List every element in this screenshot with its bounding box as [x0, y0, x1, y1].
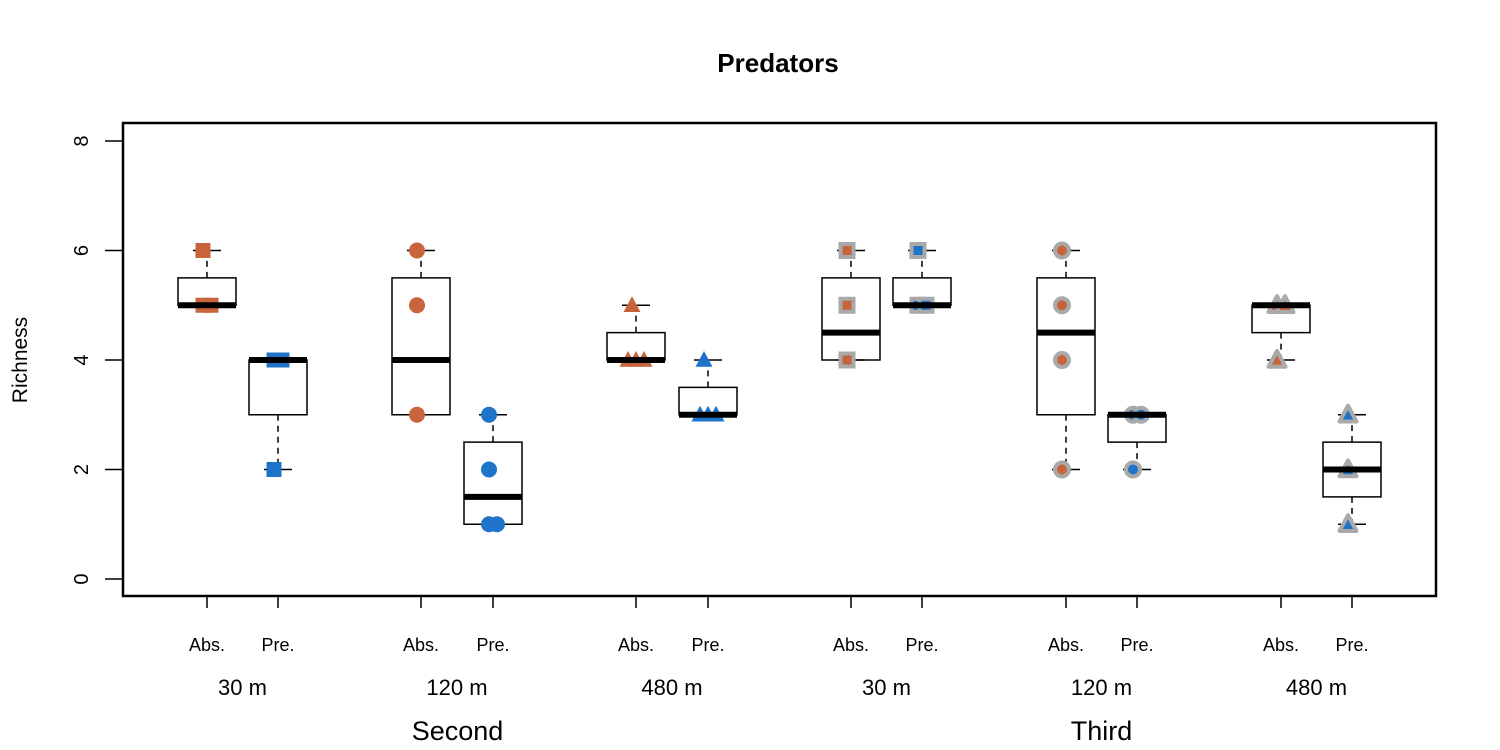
box-third-120m-abs — [1036, 241, 1096, 608]
condition-label: Pre. — [905, 635, 938, 655]
condition-label: Pre. — [691, 635, 724, 655]
data-point-square — [195, 243, 211, 258]
box-third-30m-abs — [821, 242, 881, 608]
y-tick-label: 8 — [71, 135, 93, 146]
y-axis: 0 2 4 6 8 — [71, 135, 124, 585]
data-point-square — [909, 242, 927, 259]
box-iqr — [1036, 277, 1096, 416]
data-point-circle — [1053, 460, 1071, 479]
data-point-circle — [489, 516, 505, 533]
data-point-square — [266, 462, 282, 477]
data-point-triangle — [1266, 349, 1288, 369]
data-point-circle — [481, 406, 497, 423]
condition-label: Abs. — [618, 635, 654, 655]
condition-label: Abs. — [1263, 635, 1299, 655]
distance-label: 480 m — [641, 675, 702, 700]
data-point-circle — [409, 297, 425, 314]
data-point-square — [838, 242, 856, 259]
box-third-480m-pre — [1322, 403, 1382, 608]
box-third-30m-pre — [892, 242, 952, 608]
data-point-triangle — [695, 351, 713, 367]
box-second-120m-pre — [463, 406, 523, 608]
box-third-120m-pre — [1107, 405, 1167, 608]
condition-label: Abs. — [189, 635, 225, 655]
data-point-triangle — [1337, 403, 1359, 424]
x-axis-labels: Abs. Pre. Abs. Pre. Abs. Pre. Abs. Pre. Abs. Pre.… — [189, 635, 1369, 746]
condition-label: Pre. — [476, 635, 509, 655]
box-iqr — [248, 359, 308, 416]
group-label: Second — [412, 716, 504, 746]
y-axis-label: Richness — [9, 317, 32, 403]
box-second-120m-abs — [391, 242, 451, 608]
box-second-480m-abs — [606, 296, 666, 608]
group-label: Third — [1071, 716, 1133, 746]
distance-label: 30 m — [218, 675, 267, 700]
y-tick-label: 6 — [71, 245, 93, 256]
box-second-30m-abs — [177, 243, 237, 608]
data-point-circle — [409, 406, 425, 423]
chart-title: Predators — [717, 48, 838, 78]
boxplot-series — [177, 241, 1382, 608]
box-second-480m-pre — [678, 351, 738, 608]
data-point-square — [838, 351, 856, 369]
y-tick-label: 0 — [71, 573, 93, 584]
data-point-circle — [1053, 351, 1071, 369]
condition-label: Pre. — [261, 635, 294, 655]
data-point-circle — [1053, 296, 1071, 315]
plot-frame — [121, 121, 1438, 598]
box-iqr — [463, 441, 523, 525]
condition-label: Pre. — [1120, 635, 1153, 655]
data-point-circle — [1053, 241, 1071, 260]
distance-label: 120 m — [426, 675, 487, 700]
y-tick-label: 2 — [71, 464, 93, 475]
box-iqr — [821, 277, 881, 361]
condition-label: Abs. — [1048, 635, 1084, 655]
condition-label: Abs. — [833, 635, 869, 655]
data-point-circle — [1124, 460, 1142, 479]
data-point-circle — [409, 242, 425, 259]
y-tick-label: 4 — [71, 354, 93, 365]
distance-label: 120 m — [1071, 675, 1132, 700]
data-point-triangle — [1337, 513, 1359, 533]
distance-label: 30 m — [862, 675, 911, 700]
data-point-square — [838, 296, 856, 314]
data-point-circle — [481, 461, 497, 478]
distance-label: 480 m — [1286, 675, 1347, 700]
condition-label: Abs. — [403, 635, 439, 655]
box-second-30m-pre — [248, 352, 308, 608]
box-third-480m-abs — [1251, 294, 1311, 608]
condition-label: Pre. — [1335, 635, 1368, 655]
data-point-triangle — [623, 296, 641, 312]
